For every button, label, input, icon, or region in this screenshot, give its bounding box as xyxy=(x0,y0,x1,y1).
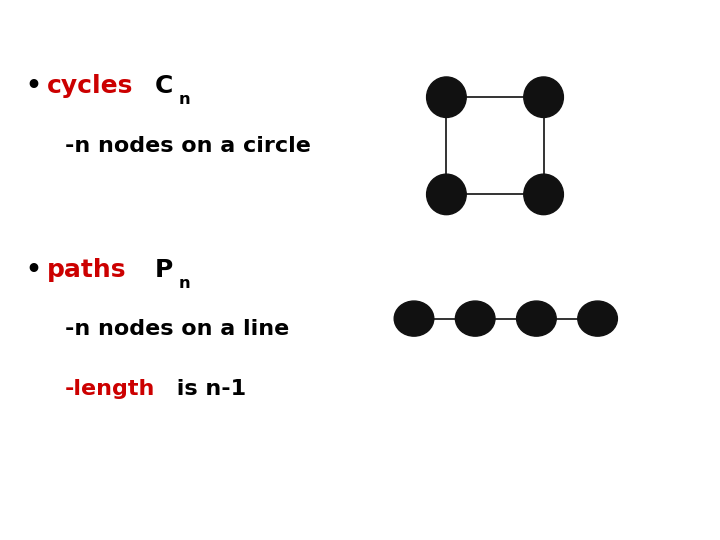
Text: C: C xyxy=(155,75,174,98)
Text: •: • xyxy=(25,75,41,98)
Text: -n nodes on a line: -n nodes on a line xyxy=(65,319,289,340)
Ellipse shape xyxy=(524,77,563,118)
Text: P: P xyxy=(155,258,173,282)
Ellipse shape xyxy=(524,174,563,214)
Ellipse shape xyxy=(394,301,433,336)
Ellipse shape xyxy=(426,77,467,118)
Text: -length: -length xyxy=(65,379,156,399)
Text: •: • xyxy=(25,258,41,282)
Text: n: n xyxy=(179,92,190,107)
Ellipse shape xyxy=(578,301,618,336)
Text: paths: paths xyxy=(47,258,126,282)
Text: -n nodes on a circle: -n nodes on a circle xyxy=(65,136,310,156)
Ellipse shape xyxy=(426,174,467,214)
Ellipse shape xyxy=(456,301,495,336)
Text: is n-1: is n-1 xyxy=(169,379,246,399)
Text: n: n xyxy=(179,276,190,291)
Text: cycles: cycles xyxy=(47,75,133,98)
Ellipse shape xyxy=(517,301,556,336)
